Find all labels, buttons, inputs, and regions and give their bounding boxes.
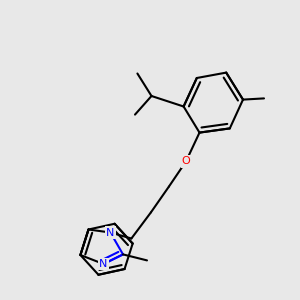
Text: N: N bbox=[106, 227, 115, 238]
Text: O: O bbox=[182, 156, 190, 167]
Text: N: N bbox=[99, 259, 108, 269]
